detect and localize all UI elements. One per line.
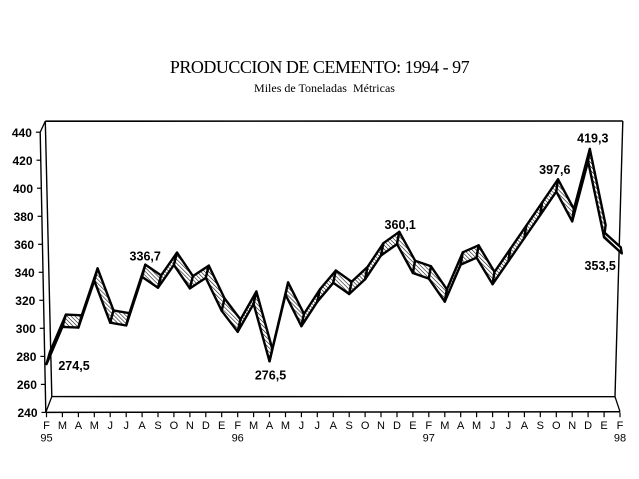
svg-text:F: F	[43, 420, 50, 432]
svg-text:S: S	[537, 420, 544, 432]
svg-text:J: J	[123, 420, 129, 432]
svg-text:J: J	[315, 420, 321, 432]
svg-text:N: N	[377, 420, 385, 432]
svg-text:M: M	[440, 420, 449, 432]
svg-text:D: D	[393, 420, 401, 432]
svg-text:A: A	[330, 420, 338, 432]
svg-text:280: 280	[16, 350, 36, 364]
svg-text:A: A	[266, 420, 274, 432]
svg-text:353,5: 353,5	[585, 259, 616, 273]
svg-text:440: 440	[12, 126, 32, 140]
svg-text:J: J	[299, 420, 305, 432]
svg-text:O: O	[170, 420, 179, 432]
svg-text:320: 320	[15, 294, 35, 308]
svg-text:98: 98	[614, 433, 626, 445]
svg-text:O: O	[361, 420, 370, 432]
svg-text:276,5: 276,5	[255, 368, 286, 382]
svg-text:J: J	[506, 420, 512, 432]
svg-text:274,5: 274,5	[58, 359, 89, 373]
svg-text:360: 360	[14, 238, 34, 252]
svg-text:S: S	[154, 420, 161, 432]
svg-text:A: A	[138, 420, 146, 432]
svg-text:M: M	[281, 420, 290, 432]
svg-text:F: F	[617, 420, 624, 432]
svg-text:S: S	[346, 420, 353, 432]
svg-text:95: 95	[40, 433, 52, 445]
svg-text:J: J	[107, 420, 113, 432]
svg-text:340: 340	[15, 266, 35, 280]
svg-text:M: M	[90, 420, 99, 432]
svg-text:N: N	[186, 420, 194, 432]
svg-text:F: F	[425, 420, 432, 432]
svg-text:420: 420	[12, 154, 32, 168]
svg-text:A: A	[457, 420, 465, 432]
svg-text:380: 380	[14, 210, 34, 224]
svg-text:97: 97	[423, 433, 435, 445]
svg-text:D: D	[584, 420, 592, 432]
svg-text:E: E	[600, 420, 607, 432]
svg-text:96: 96	[232, 433, 244, 445]
svg-text:O: O	[552, 420, 561, 432]
svg-text:F: F	[234, 420, 241, 432]
svg-text:397,6: 397,6	[539, 163, 570, 177]
svg-text:M: M	[249, 420, 258, 432]
svg-text:240: 240	[17, 406, 37, 420]
svg-text:E: E	[218, 420, 225, 432]
svg-text:419,3: 419,3	[577, 132, 608, 146]
svg-text:A: A	[75, 420, 83, 432]
svg-text:360,1: 360,1	[385, 218, 416, 232]
svg-text:260: 260	[17, 378, 37, 392]
svg-text:N: N	[568, 420, 576, 432]
svg-text:A: A	[521, 420, 529, 432]
svg-text:J: J	[490, 420, 496, 432]
svg-text:M: M	[58, 420, 67, 432]
svg-text:336,7: 336,7	[130, 250, 161, 264]
svg-text:M: M	[472, 420, 481, 432]
svg-text:300: 300	[16, 322, 36, 336]
svg-text:D: D	[202, 420, 210, 432]
svg-text:400: 400	[13, 182, 33, 196]
svg-text:E: E	[409, 420, 416, 432]
